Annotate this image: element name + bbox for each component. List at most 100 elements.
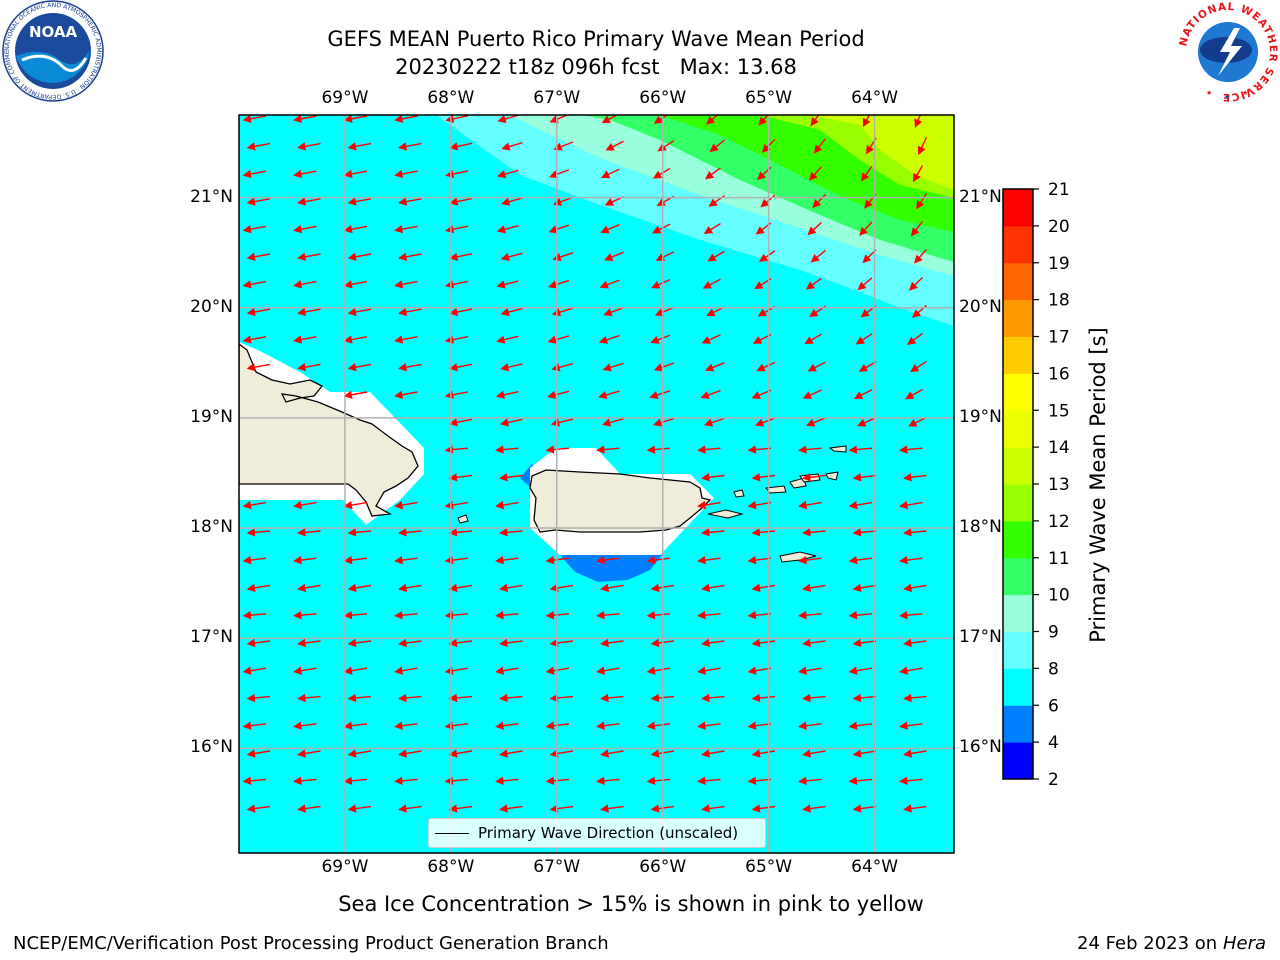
colorbar-tick-label: 12 [1048,512,1070,532]
wave-arrow [848,610,873,620]
wave-arrow [751,528,776,537]
lon-label-bottom: 67°W [533,857,581,877]
wave-arrow [747,610,772,620]
wave-arrow [545,721,570,730]
wave-arrow [343,225,368,234]
wave-arrow [914,115,923,128]
wave-arrow [242,500,267,510]
wave-arrow [600,638,624,648]
wave-arrow [347,197,372,206]
wave-arrow [445,280,469,289]
wave-arrow [899,500,923,510]
wave-arrow [343,280,368,289]
wave-arrow [246,142,271,151]
wave-arrow [398,804,422,813]
period-band-13-14 [810,115,954,190]
wave-arrow [646,555,671,565]
wave-arrow [806,417,826,427]
wave-arrow [242,721,267,730]
wave-arrow [398,583,422,593]
lat-label-left: 21°N [190,186,233,207]
colorbar-tick-label: 13 [1048,475,1070,495]
wave-arrow [747,776,772,785]
wave-arrow [347,583,372,593]
wave-arrow [600,223,620,234]
wave-arrow [495,390,519,399]
wave-arrow [394,225,418,234]
wave-arrow [598,334,620,344]
wave-arrow [246,307,271,317]
lon-label-top: 64°W [851,88,899,108]
wave-arrow [343,115,368,123]
wave-arrow [653,362,675,372]
wave-arrow [747,500,772,510]
wave-arrow [297,252,321,261]
wave-arrow [807,221,822,236]
wave-arrow [448,473,473,482]
wave-arrow [495,666,519,675]
wave-arrow [444,666,469,675]
wave-arrow [700,389,721,399]
land-st-john [789,477,807,489]
wave-arrow [903,583,927,593]
wave-arrow [398,142,422,151]
wave-arrow [545,610,570,620]
colorbar-tick-label: 14 [1048,438,1070,458]
wave-arrow [903,473,927,482]
wave-arrow [701,528,725,537]
wave-arrow [596,555,620,565]
wave-arrow [707,250,725,262]
wave-arrow [496,224,519,234]
wave-arrow [802,473,826,482]
wave-arrow [914,248,928,264]
wave-arrow [448,693,473,703]
wave-arrow [343,390,368,399]
colorbar-tick-label: 6 [1048,696,1059,716]
colorbar-swatch [1003,631,1033,669]
wave-arrow [297,583,321,593]
wave-arrow [445,225,469,234]
wave-arrow [899,776,923,785]
nws-logo: NATIONAL WEATHER SERVICE ★ ★ ★ [1176,0,1280,104]
wave-arrow [545,555,570,565]
colorbar-tick-label: 18 [1048,291,1070,311]
wave-arrow [398,749,422,758]
wave-arrow [802,583,826,593]
wave-arrow [347,363,372,372]
date-stamp: 24 Feb 2023 on Hera [1077,933,1266,954]
wave-arrow [242,555,267,565]
wave-arrow [709,139,725,153]
wave-arrow [852,693,877,703]
wave-arrow [499,418,523,427]
wave-arrow [545,776,570,785]
lat-label-right: 18°N [959,517,1002,538]
wave-arrow [242,666,267,675]
wave-arrow [755,417,776,427]
wave-arrow [394,500,418,510]
wave-arrow [549,804,574,813]
lon-label-top: 69°W [321,88,369,108]
wave-arrow [242,610,267,620]
wave-arrow [499,473,523,482]
lat-label-left: 18°N [190,517,233,538]
lon-label-top: 66°W [639,88,687,108]
colorbar-tick-label: 4 [1048,733,1059,753]
wave-arrow [246,197,271,206]
wave-arrow [398,528,422,537]
wave-arrow [655,251,675,261]
noaa-logo: NATIONAL OCEANIC AND ATMOSPHERIC ADMINIS… [0,0,104,102]
wave-arrow [444,555,469,565]
wave-arrow [549,638,574,648]
lat-label-right: 17°N [959,627,1002,648]
lat-label-right: 21°N [959,186,1002,207]
wave-arrow [448,583,473,593]
wave-arrow [701,583,725,593]
wave-arrow [444,721,469,730]
wave-arrow [343,666,368,675]
wave-arrow [646,776,671,785]
wave-arrow [297,749,321,758]
wave-arrow [293,721,317,730]
colorbar-swatch [1003,557,1033,596]
svg-text:★: ★ [1242,89,1248,97]
colorbar-swatch [1003,447,1033,485]
